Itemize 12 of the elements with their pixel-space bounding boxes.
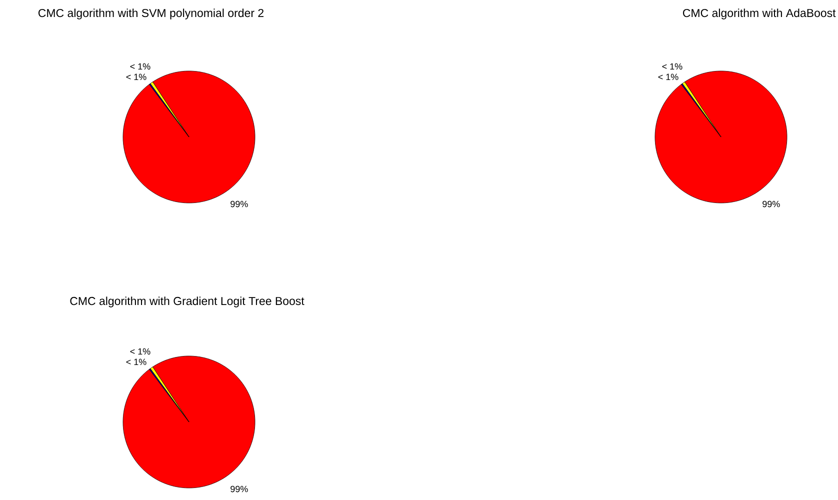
chart-title: CMC algorithm with AdaBoost bbox=[682, 8, 836, 20]
data-label: < 1% bbox=[126, 74, 146, 80]
data-label: < 1% bbox=[126, 358, 146, 366]
data-label: 99% bbox=[762, 200, 780, 208]
data-label: < 1% bbox=[658, 74, 678, 80]
data-label: < 1% bbox=[130, 348, 150, 355]
data-label: 99% bbox=[230, 486, 248, 492]
data-label: < 1% bbox=[130, 63, 150, 70]
data-label: < 1% bbox=[662, 63, 682, 70]
chart-title: CMC algorithm with Gradient Logit Tree Boost bbox=[70, 296, 304, 308]
data-label: 99% bbox=[230, 200, 248, 208]
chart-title: CMC algorithm with SVM polynomial order 2 bbox=[38, 8, 264, 20]
